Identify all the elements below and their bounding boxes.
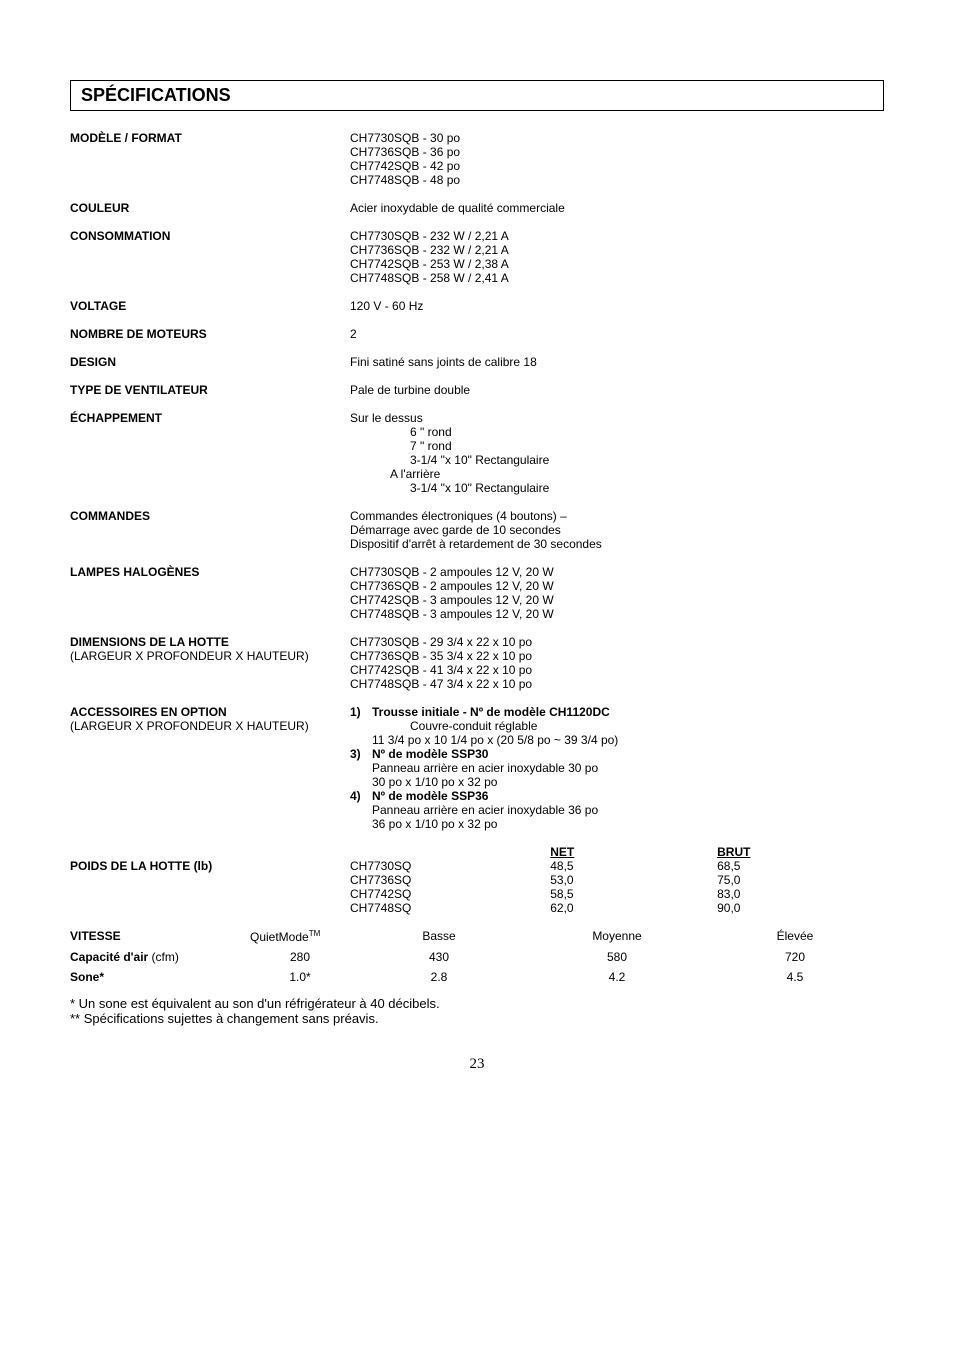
- spec-dimensions: DIMENSIONS DE LA HOTTE (LARGEUR X PROFON…: [70, 635, 884, 691]
- section-title: SPÉCIFICATIONS: [81, 85, 873, 106]
- spec-model: MODÈLE / FORMAT CH7730SQB - 30 po CH7736…: [70, 131, 884, 187]
- spec-design: DESIGN Fini satiné sans joints de calibr…: [70, 355, 884, 369]
- accessory-item: 3)Nº de modèle SSP30 Panneau arrière en …: [350, 747, 884, 789]
- section-title-box: SPÉCIFICATIONS: [70, 80, 884, 111]
- spec-label: MODÈLE / FORMAT: [70, 131, 350, 145]
- accessory-item: 4)Nº de modèle SSP36 Panneau arrière en …: [350, 789, 884, 831]
- spec-exhaust: ÉCHAPPEMENT Sur le dessus 6 " rond 7 " r…: [70, 411, 884, 495]
- spec-speed: VITESSE QuietModeTM Basse Moyenne Élevée…: [70, 929, 884, 984]
- spec-value: CH7730SQB - 30 po CH7736SQB - 36 po CH77…: [350, 131, 884, 187]
- spec-weight: POIDS DE LA HOTTE (lb) CH7730SQ CH7736SQ…: [70, 845, 884, 915]
- page-number: 23: [70, 1056, 884, 1073]
- spec-color: COULEUR Acier inoxydable de qualité comm…: [70, 201, 884, 215]
- spec-accessories: ACCESSOIRES EN OPTION (LARGEUR X PROFOND…: [70, 705, 884, 831]
- spec-fan: TYPE DE VENTILATEUR Pale de turbine doub…: [70, 383, 884, 397]
- spec-motors: NOMBRE DE MOTEURS 2: [70, 327, 884, 341]
- footnotes: * Un sone est équivalent au son d'un réf…: [70, 996, 884, 1026]
- spec-controls: COMMANDES Commandes électroniques (4 bou…: [70, 509, 884, 551]
- accessory-item: 1)Trousse initiale - Nº de modèle CH1120…: [350, 705, 884, 747]
- spec-consumption: CONSOMMATION CH7730SQB - 232 W / 2,21 A …: [70, 229, 884, 285]
- spec-voltage: VOLTAGE 120 V - 60 Hz: [70, 299, 884, 313]
- spec-lamps: LAMPES HALOGÈNES CH7730SQB - 2 ampoules …: [70, 565, 884, 621]
